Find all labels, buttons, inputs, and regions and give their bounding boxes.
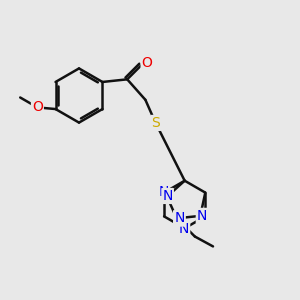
Text: N: N <box>174 211 184 225</box>
Text: N: N <box>179 222 189 236</box>
Text: N: N <box>158 185 169 199</box>
Text: O: O <box>32 100 43 114</box>
Text: N: N <box>197 209 207 223</box>
Text: S: S <box>152 116 160 130</box>
Text: N: N <box>174 211 184 225</box>
Text: O: O <box>142 56 152 70</box>
Text: N: N <box>163 189 173 203</box>
